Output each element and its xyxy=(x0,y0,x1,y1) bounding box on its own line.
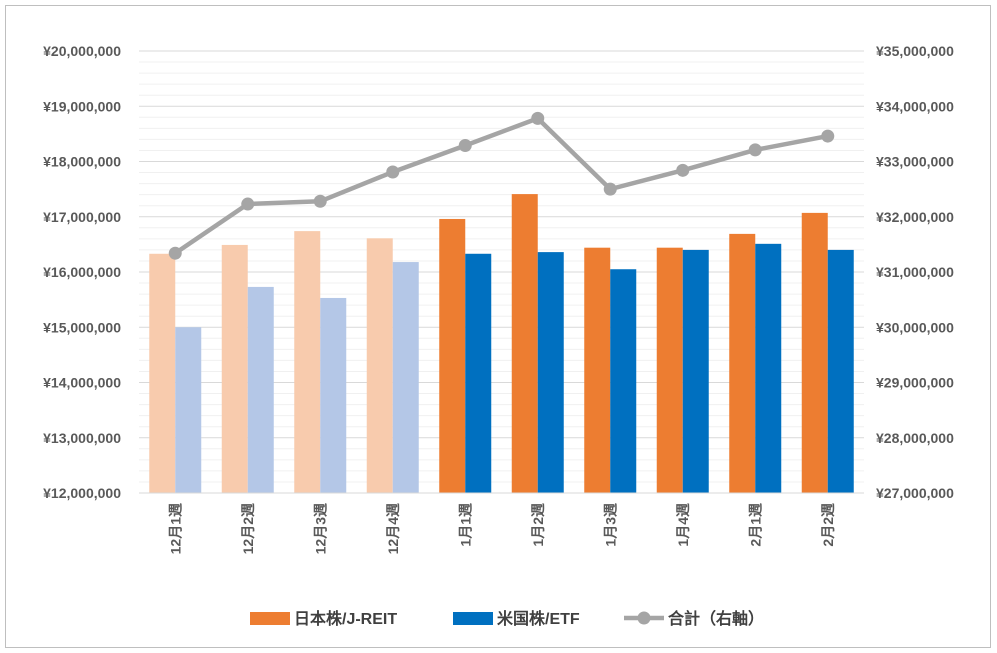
x-category-label: 1月2週 xyxy=(530,503,546,547)
axis-layer: ¥12,000,000 ¥13,000,000 ¥14,000,000 ¥15,000… xyxy=(43,43,954,554)
y-left-tick-label: ¥19,000,000 xyxy=(43,98,121,114)
bar-us-stock xyxy=(755,243,782,493)
legend-layer: 日本株/J-REIT 米国株/ETF 合計（右軸） xyxy=(250,609,764,628)
x-category-label: 12月2週 xyxy=(240,503,256,554)
total-line-marker xyxy=(313,194,327,208)
bar-us-stock xyxy=(465,253,492,493)
bar-japan-stock xyxy=(584,247,611,493)
legend-swatch-marker xyxy=(637,611,651,625)
y-right-tick-label: ¥32,000,000 xyxy=(876,209,954,225)
y-right-tick-label: ¥28,000,000 xyxy=(876,430,954,446)
line-layer xyxy=(168,111,835,260)
bar-us-stock xyxy=(247,286,274,493)
total-line-marker xyxy=(458,138,472,152)
bar-japan-stock xyxy=(149,253,176,493)
y-right-tick-label: ¥31,000,000 xyxy=(876,264,954,280)
bar-us-stock xyxy=(392,262,419,493)
y-left-tick-label: ¥16,000,000 xyxy=(43,264,121,280)
legend-swatch xyxy=(453,612,493,625)
y-right-tick-label: ¥29,000,000 xyxy=(876,375,954,391)
y-left-tick-label: ¥20,000,000 xyxy=(43,43,121,59)
x-category-label: 12月4週 xyxy=(385,503,401,554)
total-line xyxy=(173,116,829,256)
bar-us-stock xyxy=(537,252,564,493)
bar-japan-stock xyxy=(439,218,466,493)
y-left-tick-label: ¥17,000,000 xyxy=(43,209,121,225)
bar-japan-stock xyxy=(729,233,756,493)
x-category-label: 12月3週 xyxy=(312,503,328,554)
total-line-marker xyxy=(531,111,545,125)
bar-japan-stock xyxy=(294,231,321,494)
bar-us-stock xyxy=(175,327,202,493)
bar-us-stock xyxy=(682,249,709,493)
total-line-marker xyxy=(748,143,762,157)
legend-label: 合計（右軸） xyxy=(668,609,764,628)
y-right-tick-label: ¥33,000,000 xyxy=(876,154,954,170)
total-line-marker xyxy=(386,165,400,179)
bar-us-stock xyxy=(827,249,854,493)
bar-japan-stock xyxy=(511,194,538,493)
y-left-tick-label: ¥15,000,000 xyxy=(43,319,121,335)
x-category-label: 2月2週 xyxy=(820,503,836,547)
total-line-marker xyxy=(821,129,835,143)
x-category-label: 2月1週 xyxy=(747,503,763,547)
y-left-tick-label: ¥12,000,000 xyxy=(43,485,121,501)
x-category-label: 1月1週 xyxy=(457,503,473,547)
bar-japan-stock xyxy=(221,244,248,493)
bar-us-stock xyxy=(610,269,637,493)
x-category-label: 1月4週 xyxy=(675,503,691,547)
bar-japan-stock xyxy=(656,247,683,493)
bar-layer xyxy=(149,194,854,494)
bar-japan-stock xyxy=(366,238,393,493)
legend-label: 米国株/ETF xyxy=(497,609,580,628)
y-left-tick-label: ¥18,000,000 xyxy=(43,154,121,170)
total-line-marker xyxy=(676,163,690,177)
y-right-tick-label: ¥30,000,000 xyxy=(876,319,954,335)
y-left-tick-label: ¥14,000,000 xyxy=(43,375,121,391)
y-right-tick-label: ¥35,000,000 xyxy=(876,43,954,59)
bar-us-stock xyxy=(320,297,347,493)
y-right-tick-label: ¥27,000,000 xyxy=(876,485,954,501)
total-line-marker xyxy=(603,182,617,196)
y-right-tick-label: ¥34,000,000 xyxy=(876,98,954,114)
x-category-label: 1月3週 xyxy=(602,503,618,547)
total-line-marker xyxy=(168,246,182,260)
y-left-tick-label: ¥13,000,000 xyxy=(43,430,121,446)
legend-swatch xyxy=(250,612,290,625)
legend-label: 日本株/J-REIT xyxy=(294,609,397,628)
x-category-label: 12月1週 xyxy=(167,503,183,554)
bar-japan-stock xyxy=(801,212,828,493)
total-line-marker xyxy=(241,197,255,211)
